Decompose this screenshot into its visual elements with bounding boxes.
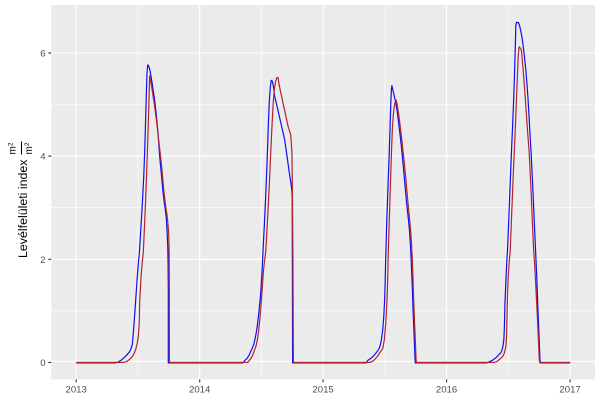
svg-text:2015: 2015	[312, 384, 333, 395]
svg-text:4: 4	[40, 152, 46, 163]
svg-text:m2: m2	[24, 142, 35, 154]
svg-text:2013: 2013	[66, 384, 87, 395]
svg-text:2014: 2014	[189, 384, 211, 395]
svg-text:Levélfelületi index: Levélfelületi index	[16, 159, 30, 258]
svg-text:2: 2	[40, 255, 45, 266]
svg-text:2017: 2017	[559, 384, 580, 395]
svg-text:m2: m2	[7, 142, 18, 154]
svg-text:2016: 2016	[436, 384, 457, 395]
svg-text:6: 6	[40, 49, 45, 60]
svg-text:0: 0	[40, 358, 45, 369]
